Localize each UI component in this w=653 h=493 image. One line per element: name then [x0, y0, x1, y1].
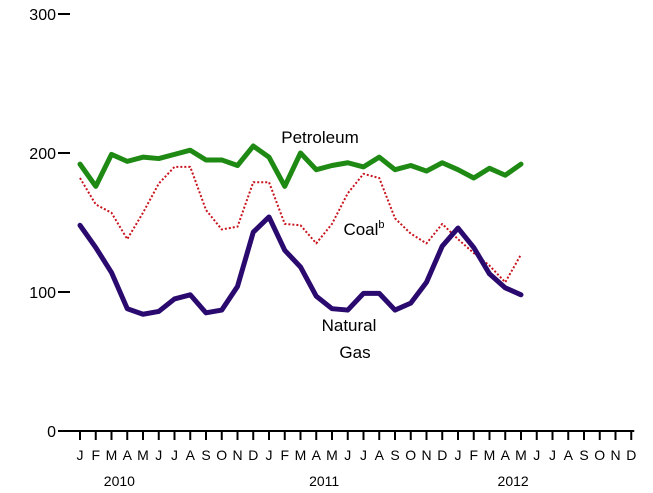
series-label-coal-name: Coal [343, 220, 378, 239]
x-tick-label: A [375, 447, 385, 463]
series-label-natural-gas-line-1: Natural [322, 316, 377, 335]
series-line-petroleum [77, 143, 524, 189]
x-tick-label: A [501, 447, 511, 463]
series-labels: Petroleum Coalb Natural Gas [281, 128, 384, 362]
y-tick-label: 100 [29, 285, 56, 302]
y-axis: 0 100 200 300 [29, 7, 70, 441]
x-tick-label: J [533, 447, 540, 463]
x-tick-label: S [390, 447, 399, 463]
x-tick-label: J [344, 447, 351, 463]
x-tick-label: A [564, 447, 574, 463]
x-tick-label: A [123, 447, 133, 463]
x-tick-label: O [216, 447, 227, 463]
x-tick-label: O [405, 447, 416, 463]
x-axis: J F M A M J J A S O N D J F M A M J J A S O N D J F M A M J J A S O N D2010… [65, 430, 636, 489]
x-tick-label: N [610, 447, 620, 463]
x-tick-label: M [484, 447, 496, 463]
x-tick-label: M [295, 447, 307, 463]
y-tick-label: 200 [29, 146, 56, 163]
x-tick-label: D [626, 447, 636, 463]
x-tick-label: D [248, 447, 258, 463]
y-tick-label: 300 [29, 7, 56, 24]
x-tick-label: J [549, 447, 556, 463]
x-tick-label: J [155, 447, 162, 463]
x-tick-label: N [232, 447, 242, 463]
series-label-petroleum: Petroleum [281, 128, 358, 147]
series-layer [77, 143, 524, 317]
series-line-natural-gas [77, 214, 524, 317]
x-tick-label: J [455, 447, 462, 463]
y-tick-label: 0 [47, 424, 56, 441]
x-tick-label: O [594, 447, 605, 463]
x-tick-label: D [437, 447, 447, 463]
x-tick-label: A [186, 447, 196, 463]
year-label: 2012 [498, 473, 529, 489]
series-label-coal-superscript: b [378, 219, 384, 231]
series-line-coal [79, 165, 522, 284]
x-tick-label: M [106, 447, 118, 463]
x-tick-label: S [579, 447, 588, 463]
x-tick-label: F [469, 447, 478, 463]
x-tick-label: M [326, 447, 338, 463]
x-tick-label: F [91, 447, 100, 463]
x-tick-label: M [515, 447, 527, 463]
x-tick-label: A [312, 447, 322, 463]
x-tick-label: S [201, 447, 210, 463]
year-label: 2011 [309, 473, 339, 489]
series-label-coal: Coalb [343, 219, 384, 239]
x-tick-label: F [280, 447, 289, 463]
x-tick-label: J [171, 447, 178, 463]
year-label: 2010 [104, 473, 135, 489]
x-tick-label: J [77, 447, 84, 463]
x-tick-label: N [421, 447, 431, 463]
x-tick-label: M [137, 447, 149, 463]
x-tick-label: J [360, 447, 367, 463]
series-label-natural-gas-line-2: Gas [339, 343, 370, 362]
x-tick-label: J [266, 447, 273, 463]
